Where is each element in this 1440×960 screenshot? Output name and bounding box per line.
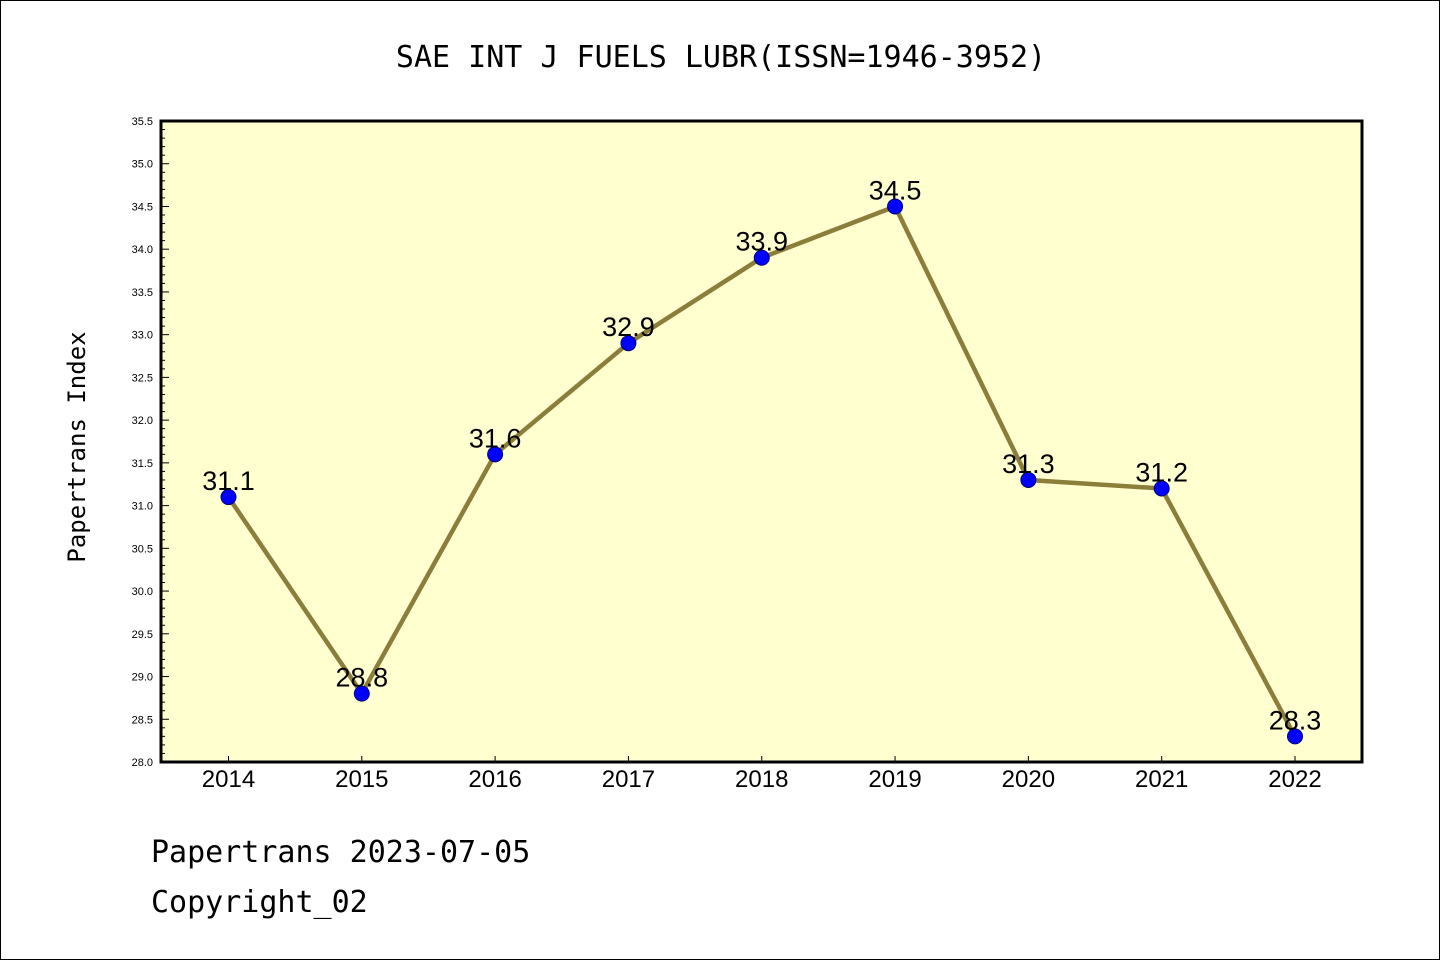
plot-area: [159, 119, 1364, 764]
markers-group: [220, 198, 1303, 745]
data-label: 31.1: [202, 466, 255, 496]
x-tick-label: 2017: [602, 766, 655, 793]
data-point-marker: [753, 249, 770, 266]
data-label: 31.2: [1135, 458, 1188, 488]
y-tick-label: 28.5: [132, 714, 153, 726]
x-axis: 2014 2015 2016 2017 2018 2019 2020 2021 2022: [202, 756, 1322, 793]
y-tick-label: 34.5: [132, 201, 153, 213]
data-label: 33.9: [735, 227, 788, 257]
data-point-marker: [353, 685, 370, 702]
data-point-marker: [1153, 480, 1170, 497]
data-point-marker: [220, 489, 237, 506]
data-label: 34.5: [869, 175, 922, 205]
y-tick-label: 28.0: [132, 757, 153, 769]
y-tick-label: 29.5: [132, 629, 153, 641]
data-point-marker: [1287, 728, 1303, 745]
data-label: 28.3: [1269, 705, 1322, 735]
y-tick-label: 33.0: [132, 330, 153, 342]
x-tick-label: 2021: [1135, 766, 1188, 793]
data-point-marker: [620, 335, 637, 352]
y-tick-label: 29.0: [132, 672, 153, 684]
data-label: 31.3: [1002, 449, 1055, 479]
footer-date-line: Papertrans 2023-07-05: [151, 835, 531, 870]
x-tick-label: 2019: [868, 766, 921, 793]
x-tick-label: 2014: [202, 766, 255, 793]
y-tick-label: 34.0: [132, 244, 153, 256]
data-label: 32.9: [602, 312, 655, 342]
x-tick-label: 2020: [1002, 766, 1055, 793]
y-tick-label: 30.0: [132, 586, 153, 598]
y-tick-label: 33.5: [132, 287, 153, 299]
data-point-marker: [1020, 471, 1037, 488]
x-tick-label: 2018: [735, 766, 788, 793]
y-tick-label: 32.0: [132, 415, 153, 427]
x-tick-label: 2015: [335, 766, 388, 793]
chart-title: SAE INT J FUELS LUBR(ISSN=1946-3952): [396, 40, 1046, 75]
y-tick-label: 32.5: [132, 372, 153, 384]
data-label: 31.6: [469, 423, 522, 453]
footer-copyright: Copyright_02: [151, 885, 368, 920]
x-tick-label: 2016: [468, 766, 521, 793]
data-label: 28.8: [336, 663, 389, 693]
y-tick-label: 31.0: [132, 501, 153, 513]
y-tick-label: 35.5: [132, 116, 153, 128]
y-axis-label: Papertrans Index: [63, 331, 91, 562]
y-tick-label: 35.0: [132, 159, 153, 171]
y-tick-label: 31.5: [132, 458, 153, 470]
y-tick-label: 30.5: [132, 543, 153, 555]
data-point-marker: [487, 446, 504, 463]
data-labels-group: 31.1 28.8 31.6 32.9 33.9 34.5 31.3 31.2 28.3: [202, 175, 1321, 735]
x-tick-label: 2022: [1268, 766, 1321, 793]
y-axis: 28.0 28.5 29.0 29.5 30.0 30.5 31.0 31.5 32.0 32.5…: [132, 116, 169, 769]
data-point-marker: [887, 198, 904, 215]
